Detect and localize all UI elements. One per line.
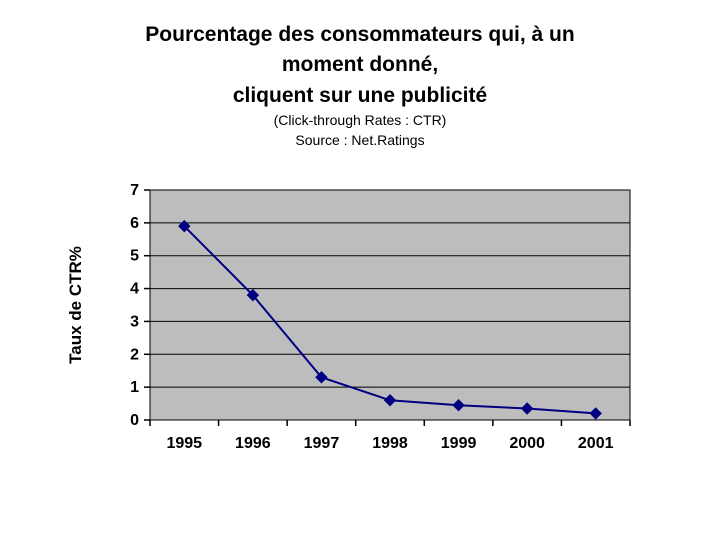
x-tick-label: 2000: [509, 435, 545, 452]
y-axis-title: Taux de CTR%: [66, 246, 85, 364]
chart-source: Source : Net.Ratings: [295, 131, 425, 148]
y-tick-label: 6: [130, 215, 139, 232]
x-tick-label: 1995: [166, 435, 202, 452]
x-tick-label: 1997: [304, 435, 340, 452]
data-point: [452, 399, 465, 412]
data-point: [178, 219, 191, 233]
y-tick-label: 2: [130, 346, 139, 363]
y-tick-label: 0: [130, 412, 139, 429]
y-tick-label: 7: [130, 182, 139, 199]
chart-title-line-3: cliquent sur une publicité: [232, 83, 488, 107]
data-point: [383, 394, 397, 407]
x-tick-label: 1996: [235, 435, 271, 452]
y-tick-label: 3: [130, 313, 139, 330]
x-tick-label: 2001: [578, 435, 614, 452]
data-point: [589, 407, 602, 420]
title-block: Pourcentage des consommateurs qui, à un …: [0, 20, 720, 151]
ctr-line-chart: 0 1 2 3 4 5 6 7 1995 1996 1997 1998 1999 2000 2001 Taux…: [55, 180, 645, 475]
plot-area: [149, 189, 631, 421]
y-tick-label: 4: [130, 281, 139, 298]
x-tick-label: 1999: [441, 435, 477, 452]
y-tick-label: 1: [130, 379, 139, 396]
data-point: [315, 371, 328, 384]
chart-canvas: 0 1 2 3 4 5 6 7 1995 1996 1997 1998 1999 2000 2001 Taux…: [66, 182, 631, 452]
data-point: [246, 288, 260, 302]
data-point: [520, 402, 534, 415]
chart-title-line-1: Pourcentage des consommateurs qui, à un: [145, 23, 575, 46]
chart-title-line-2: moment donné,: [281, 53, 439, 77]
chart-subtitle: (Click-through Rates : CTR): [273, 112, 447, 129]
x-tick-label: 1998: [372, 435, 408, 452]
y-tick-label: 5: [130, 248, 139, 265]
